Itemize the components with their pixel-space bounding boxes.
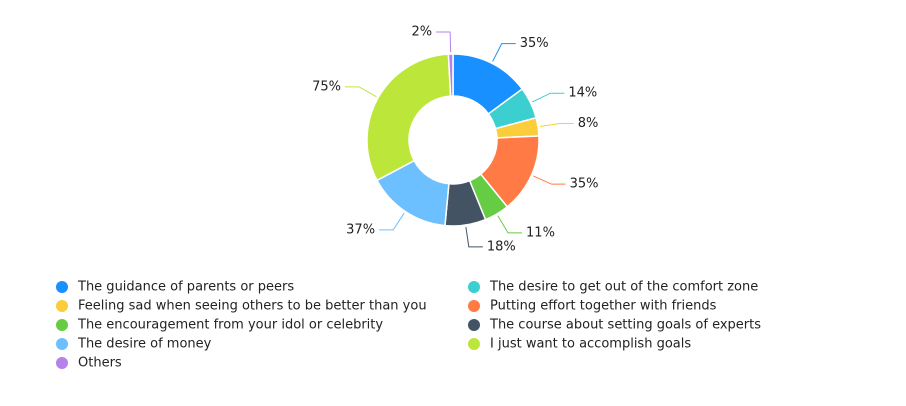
leader-line [492, 43, 516, 62]
leader-line [533, 175, 566, 185]
legend-text: The encouragement from your idol or cele… [77, 318, 383, 333]
legend-text: The desire to get out of the comfort zon… [489, 280, 758, 295]
value-label: 75% [312, 79, 341, 94]
slice [366, 53, 452, 182]
legend-marker [56, 300, 68, 312]
legend-text: I just want to accomplish goals [490, 337, 691, 352]
leader-line [539, 122, 574, 128]
value-label: 8% [578, 116, 599, 131]
legend-text: The guidance of parents or peers [77, 280, 294, 295]
legend-marker [56, 357, 68, 369]
legend-marker [56, 319, 68, 331]
leader-line [379, 212, 405, 231]
legend-marker [468, 300, 480, 312]
legend-marker [56, 338, 68, 350]
legend-text: Putting effort together with friends [490, 299, 717, 314]
value-label: 18% [487, 239, 516, 254]
legend-marker [56, 281, 68, 293]
legend-text: The course about setting goals of expert… [489, 318, 761, 333]
leader-line [465, 226, 483, 248]
value-label: 37% [346, 222, 375, 237]
slice [447, 53, 454, 97]
legend-text: Others [78, 356, 122, 371]
value-label: 35% [570, 177, 599, 192]
value-label: 2% [411, 25, 432, 40]
legend-marker [468, 338, 480, 350]
value-label: 35% [520, 36, 549, 51]
legend-text: Feeling sad when seeing others to be bet… [78, 299, 427, 314]
leader-line [497, 215, 523, 234]
leader-line [344, 86, 377, 98]
legend-marker [468, 319, 480, 331]
legend-text: The desire of money [77, 337, 212, 352]
legend-marker [468, 281, 480, 293]
leader-line [532, 92, 565, 103]
value-label: 14% [568, 86, 597, 101]
leader-line [436, 31, 452, 53]
value-label: 11% [526, 225, 555, 240]
